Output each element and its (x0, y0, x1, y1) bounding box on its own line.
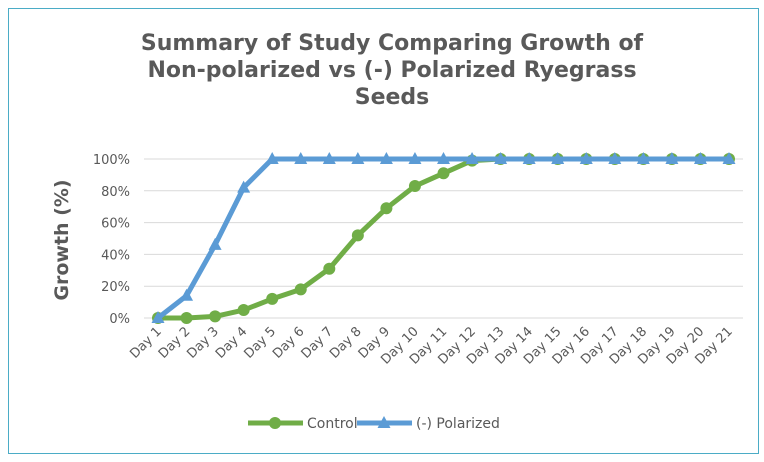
point (636, 152, 650, 164)
legend-label: (-) Polarized (416, 416, 500, 432)
point (379, 152, 393, 164)
point (551, 152, 565, 164)
chart-title: Seeds (355, 85, 430, 110)
y-axis-label: Growth (%) (51, 179, 73, 300)
legend-marker (269, 417, 281, 429)
point (465, 152, 479, 164)
point (437, 152, 450, 164)
y-tick-label: 0% (109, 312, 130, 327)
y-tick-label: 20% (101, 280, 130, 295)
point (522, 152, 536, 164)
point (294, 152, 308, 164)
point (265, 152, 279, 164)
point (408, 152, 422, 164)
point (266, 292, 279, 305)
point (180, 312, 193, 324)
chart-frame (8, 8, 759, 454)
legend-marker (377, 416, 391, 428)
point (437, 167, 450, 180)
point (380, 202, 393, 215)
chart-title: Non-polarized vs (-) Polarized Ryegrass (147, 58, 636, 83)
point (294, 283, 307, 296)
point (722, 152, 736, 164)
point (322, 152, 336, 164)
point (608, 152, 622, 164)
y-tick-label: 60% (101, 217, 130, 232)
point (237, 180, 251, 193)
point (323, 262, 336, 275)
point (237, 304, 250, 317)
point (494, 152, 508, 164)
point (665, 152, 679, 164)
y-tick-label: 80% (101, 185, 130, 200)
legend-label: Control (307, 416, 358, 432)
point (180, 288, 194, 301)
chart-title: Summary of Study Comparing Growth of (141, 31, 644, 56)
point (693, 152, 707, 164)
point (209, 310, 222, 323)
y-tick-label: 100% (93, 153, 130, 168)
point (351, 152, 365, 164)
y-tick-label: 40% (101, 248, 130, 263)
point (408, 180, 421, 193)
point (151, 311, 165, 323)
point (579, 152, 593, 164)
point (351, 229, 364, 242)
point (208, 237, 222, 250)
